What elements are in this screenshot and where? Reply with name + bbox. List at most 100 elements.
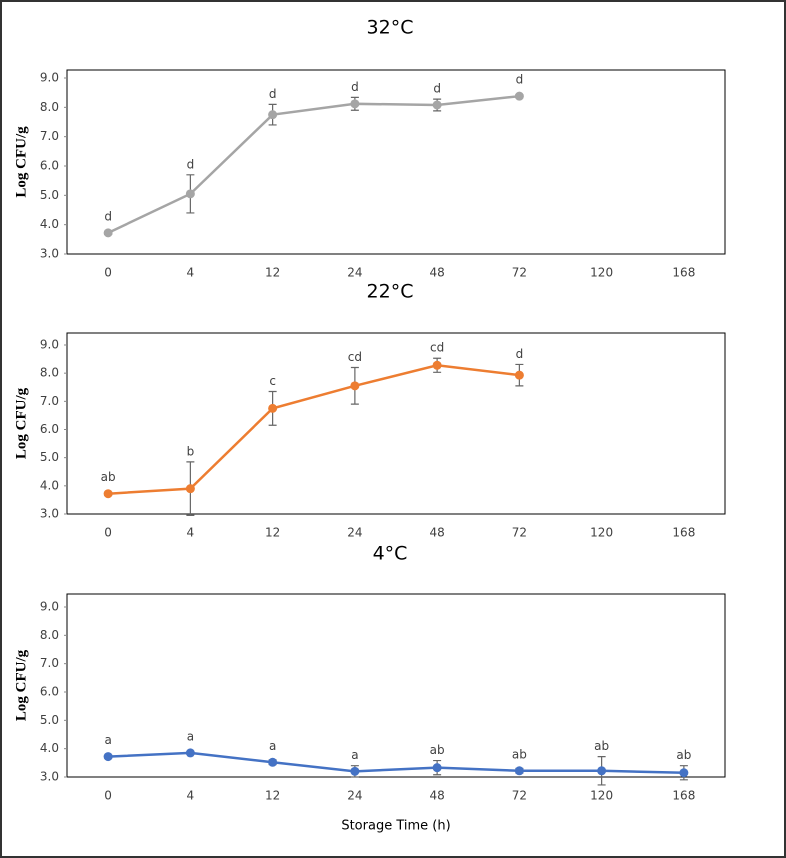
x-tick-label: 0 <box>104 789 112 803</box>
x-tick-label: 12 <box>265 789 280 803</box>
data-point <box>432 100 442 110</box>
x-tick-label: 0 <box>104 526 112 540</box>
x-tick-label: 168 <box>672 266 695 280</box>
significance-letter: d <box>351 80 359 94</box>
x-axis-label: Storage Time (h) <box>341 819 450 834</box>
x-tick-label: 12 <box>265 266 280 280</box>
y-tick-label: 9.0 <box>40 71 59 85</box>
y-tick-label: 5.0 <box>40 188 59 202</box>
significance-letter: ab <box>512 747 527 761</box>
data-point <box>514 370 524 380</box>
y-tick-label: 5.0 <box>40 450 59 464</box>
y-tick-label: 3.0 <box>40 247 59 261</box>
data-point <box>514 766 524 776</box>
x-tick-label: 168 <box>672 789 695 803</box>
x-tick-label: 120 <box>590 266 613 280</box>
y-tick-label: 9.0 <box>40 600 59 614</box>
significance-letter: d <box>187 157 195 171</box>
significance-letter: d <box>104 209 112 223</box>
significance-letter: ab <box>430 743 445 757</box>
y-tick-label: 8.0 <box>40 366 59 380</box>
y-axis-label: Log CFU/g <box>13 126 29 198</box>
significance-letter: d <box>269 87 277 101</box>
x-tick-label: 4 <box>187 526 195 540</box>
y-tick-label: 3.0 <box>40 770 59 784</box>
data-point <box>350 99 360 109</box>
data-point <box>103 228 113 238</box>
data-point <box>350 381 360 391</box>
y-tick-label: 7.0 <box>40 656 59 670</box>
x-tick-label: 0 <box>104 266 112 280</box>
significance-letter: a <box>104 733 111 747</box>
data-point <box>268 110 278 120</box>
significance-letter: d <box>433 81 441 95</box>
y-axis-label: Log CFU/g <box>13 649 29 721</box>
x-tick-label: 12 <box>265 526 280 540</box>
significance-letter: ab <box>594 739 609 753</box>
significance-letter: cd <box>348 350 362 364</box>
y-tick-label: 5.0 <box>40 713 59 727</box>
y-tick-label: 9.0 <box>40 338 59 352</box>
significance-letter: a <box>187 729 194 743</box>
data-point <box>185 189 195 199</box>
x-tick-label: 24 <box>347 266 362 280</box>
y-tick-label: 6.0 <box>40 159 59 173</box>
y-tick-label: 4.0 <box>40 478 59 492</box>
x-tick-label: 120 <box>590 789 613 803</box>
data-point <box>432 360 442 370</box>
y-tick-label: 6.0 <box>40 422 59 436</box>
data-point <box>185 484 195 494</box>
y-tick-label: 3.0 <box>40 507 59 521</box>
x-tick-label: 48 <box>429 526 444 540</box>
significance-letter: b <box>187 444 195 458</box>
x-tick-label: 72 <box>512 526 527 540</box>
significance-letter: ab <box>676 748 691 762</box>
data-point <box>185 748 195 758</box>
plot-frame <box>66 69 726 255</box>
x-tick-label: 72 <box>512 789 527 803</box>
data-point <box>350 766 360 776</box>
series-line <box>108 751 684 774</box>
y-tick-label: 6.0 <box>40 685 59 699</box>
plot-frame <box>66 332 726 515</box>
x-tick-label: 48 <box>429 266 444 280</box>
data-point <box>514 91 524 101</box>
x-tick-label: 4 <box>187 266 195 280</box>
significance-letter: d <box>516 347 524 361</box>
series-line <box>108 364 520 495</box>
significance-letter: a <box>269 739 276 753</box>
data-point <box>679 768 689 778</box>
y-tick-label: 8.0 <box>40 628 59 642</box>
chart-title: 32°C <box>367 17 414 39</box>
x-tick-label: 24 <box>347 789 362 803</box>
y-axis-label: Log CFU/g <box>13 387 29 459</box>
data-point <box>103 752 113 762</box>
y-tick-label: 7.0 <box>40 129 59 143</box>
series-line <box>107 94 520 235</box>
data-point <box>103 489 113 499</box>
significance-letter: a <box>351 748 358 762</box>
significance-letter: ab <box>101 470 116 484</box>
x-tick-label: 72 <box>512 266 527 280</box>
chart-title: 22°C <box>367 281 414 303</box>
plot-frame <box>66 593 726 778</box>
data-point <box>597 766 607 776</box>
chart-title: 4°C <box>373 543 408 565</box>
significance-letter: cd <box>430 341 444 355</box>
y-tick-label: 7.0 <box>40 394 59 408</box>
data-point <box>268 403 278 413</box>
x-tick-label: 4 <box>187 789 195 803</box>
x-tick-label: 24 <box>347 526 362 540</box>
data-point <box>432 763 442 773</box>
significance-letter: d <box>516 73 524 87</box>
x-tick-label: 120 <box>590 526 613 540</box>
significance-letter: c <box>269 374 276 388</box>
y-tick-label: 8.0 <box>40 100 59 114</box>
x-tick-label: 48 <box>429 789 444 803</box>
y-tick-label: 4.0 <box>40 741 59 755</box>
data-point <box>268 757 278 767</box>
y-tick-label: 4.0 <box>40 217 59 231</box>
x-tick-label: 168 <box>672 526 695 540</box>
